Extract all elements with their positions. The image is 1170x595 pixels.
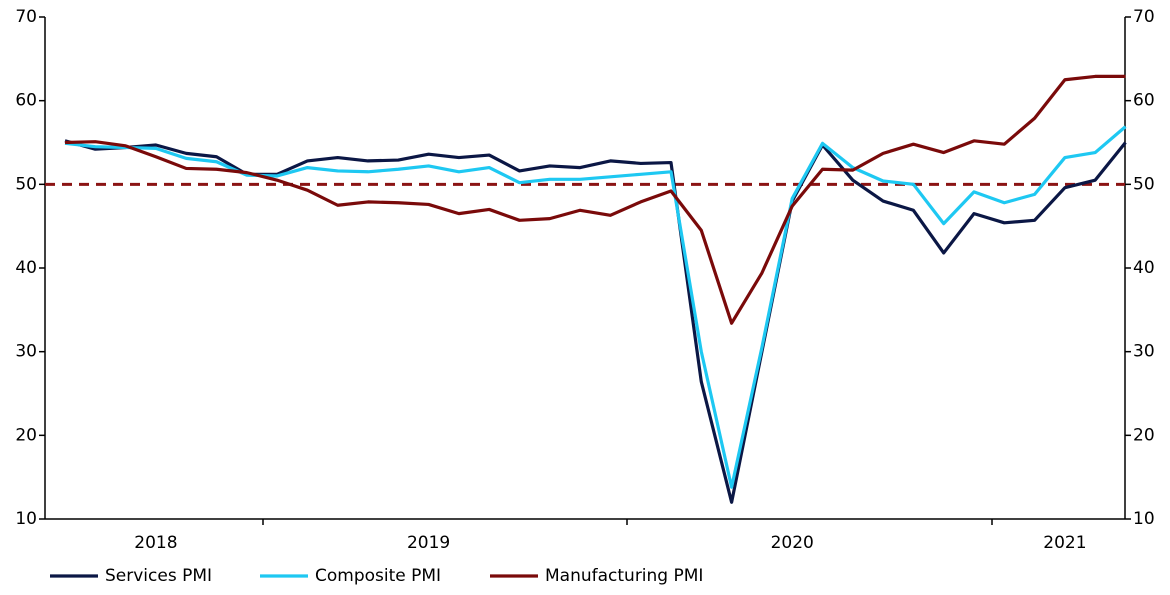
x-tick-label: 2020: [771, 533, 814, 553]
y2-tick-label: 30: [1133, 342, 1155, 362]
y-tick-label: 20: [15, 425, 37, 445]
x-tick-label: 2021: [1043, 533, 1086, 553]
y2-tick-label: 70: [1133, 7, 1155, 27]
legend-label: Composite PMI: [315, 566, 441, 586]
y-tick-label: 60: [15, 91, 37, 111]
legend-label: Services PMI: [105, 566, 212, 586]
y2-tick-label: 10: [1133, 509, 1155, 529]
y-tick-label: 50: [15, 174, 37, 194]
y-tick-label: 10: [15, 509, 37, 529]
y2-tick-label: 60: [1133, 91, 1155, 111]
y2-tick-label: 20: [1133, 425, 1155, 445]
legend-label: Manufacturing PMI: [545, 566, 703, 586]
series-line: [64, 139, 1127, 504]
series-line: [64, 125, 1127, 489]
y2-tick-label: 40: [1133, 258, 1155, 278]
x-tick-label: 2019: [407, 533, 450, 553]
y-tick-label: 70: [15, 7, 37, 27]
y2-tick-label: 50: [1133, 174, 1155, 194]
series-line: [64, 74, 1126, 325]
y-tick-label: 40: [15, 258, 37, 278]
x-tick-label: 2018: [134, 533, 177, 553]
y-tick-label: 30: [15, 342, 37, 362]
